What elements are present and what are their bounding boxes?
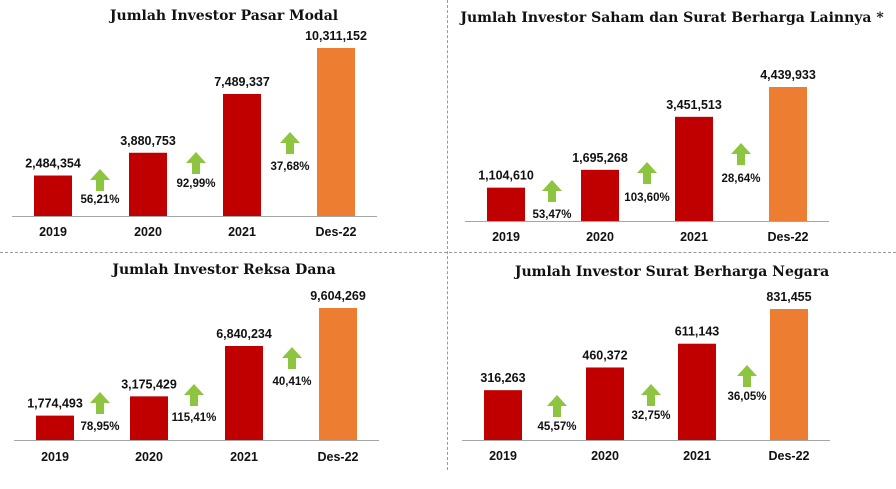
value-label: 3,175,429 [121, 377, 177, 391]
chart-title: Jumlah Investor Reksa Dana [112, 262, 336, 278]
up-arrow-icon [282, 347, 302, 369]
value-label: 2,484,354 [25, 157, 81, 171]
category-label: 2019 [489, 449, 517, 463]
growth-label: 103,60% [624, 192, 669, 204]
bar-des-22 [769, 87, 807, 221]
chart-panel-saham: Jumlah Investor Saham dan Surat Berharga… [448, 0, 896, 244]
chart-title: Jumlah Investor Saham dan Surat Berharga… [460, 10, 884, 26]
growth-label: 115,41% [172, 412, 217, 424]
bar-des-22 [317, 48, 355, 216]
horizontal-divider [0, 252, 896, 253]
vertical-divider [447, 0, 448, 470]
category-label: Des-22 [316, 225, 357, 239]
up-arrow-icon [637, 162, 657, 184]
growth-label: 28,64% [721, 173, 760, 185]
value-label: 7,489,337 [214, 75, 270, 89]
category-label: 2021 [230, 450, 258, 464]
up-arrow-icon [184, 384, 204, 406]
category-label: 2020 [586, 230, 614, 244]
bar-2021 [223, 93, 261, 216]
category-label: Des-22 [318, 450, 359, 464]
up-arrow-icon [90, 392, 110, 414]
up-arrow-icon [90, 169, 110, 191]
value-label: 1,104,610 [478, 169, 534, 183]
bar-2020 [586, 367, 624, 440]
bar-2020 [581, 169, 619, 221]
growth-label: 36,05% [727, 391, 766, 403]
growth-label: 45,57% [537, 421, 576, 433]
category-label: Des-22 [768, 230, 809, 244]
value-label: 10,311,152 [305, 29, 367, 43]
growth-label: 78,95% [80, 421, 119, 433]
bar-chart: 1,774,493 2019 3,175,429 2020 6,840,234 2021 9… [14, 289, 379, 464]
value-label: 4,439,933 [760, 68, 816, 82]
bar-des-22 [319, 308, 357, 440]
growth-label: 40,41% [272, 376, 311, 388]
chart-title: Jumlah Investor Pasar Modal [109, 8, 339, 24]
value-label: 611,143 [675, 325, 720, 339]
bar-chart: 2,484,354 2019 3,880,753 2020 7,489,337 2021 1… [12, 29, 377, 239]
bar-2019 [34, 175, 72, 216]
up-arrow-icon [542, 180, 562, 202]
chart-panel-sbn: Jumlah Investor Surat Berharga Negara 31… [448, 254, 896, 489]
value-label: 1,695,268 [572, 151, 628, 165]
value-label: 3,451,513 [666, 98, 722, 112]
growth-label: 37,68% [270, 161, 309, 173]
value-label: 1,774,493 [27, 397, 83, 411]
value-label: 9,604,269 [310, 289, 366, 303]
bar-2020 [129, 152, 167, 216]
bar-chart: 316,263 2019 460,372 2020 611,143 2021 831,455… [462, 290, 830, 463]
bar-2021 [225, 345, 263, 440]
growth-label: 32,75% [631, 410, 670, 422]
value-label: 3,880,753 [120, 134, 176, 148]
category-label: 2021 [680, 230, 708, 244]
up-arrow-icon [641, 384, 661, 406]
chart-panel-reksa-dana: Jumlah Investor Reksa Dana 1,774,493 2019… [0, 254, 448, 489]
bar-2020 [130, 396, 168, 440]
category-label: Des-22 [769, 449, 810, 463]
bar-2019 [487, 187, 525, 221]
up-arrow-icon [731, 143, 751, 165]
growth-label: 56,21% [80, 194, 119, 206]
value-label: 460,372 [582, 348, 627, 362]
category-label: 2019 [492, 230, 520, 244]
category-label: 2020 [135, 450, 163, 464]
chart-title: Jumlah Investor Surat Berharga Negara [514, 264, 830, 280]
bar-2021 [675, 116, 713, 221]
value-label: 831,455 [766, 290, 811, 304]
category-label: 2020 [134, 225, 162, 239]
value-label: 6,840,234 [216, 327, 272, 341]
up-arrow-icon [737, 365, 757, 387]
category-label: 2021 [683, 449, 711, 463]
category-label: 2021 [228, 225, 256, 239]
chart-panel-pasar-modal: Jumlah Investor Pasar Modal 2,484,354 201… [0, 0, 448, 239]
category-label: 2019 [39, 225, 67, 239]
value-label: 316,263 [480, 371, 525, 385]
category-label: 2019 [41, 450, 69, 464]
up-arrow-icon [186, 152, 206, 174]
bar-2019 [36, 415, 74, 440]
bar-chart: 1,104,610 2019 1,695,268 2020 3,451,513 2021 4… [465, 68, 829, 244]
up-arrow-icon [280, 132, 300, 154]
bar-2019 [484, 390, 522, 440]
growth-label: 92,99% [176, 178, 215, 190]
growth-label: 53,47% [532, 209, 571, 221]
category-label: 2020 [591, 449, 619, 463]
bar-des-22 [770, 309, 808, 440]
bar-2021 [678, 343, 716, 440]
up-arrow-icon [547, 395, 567, 417]
